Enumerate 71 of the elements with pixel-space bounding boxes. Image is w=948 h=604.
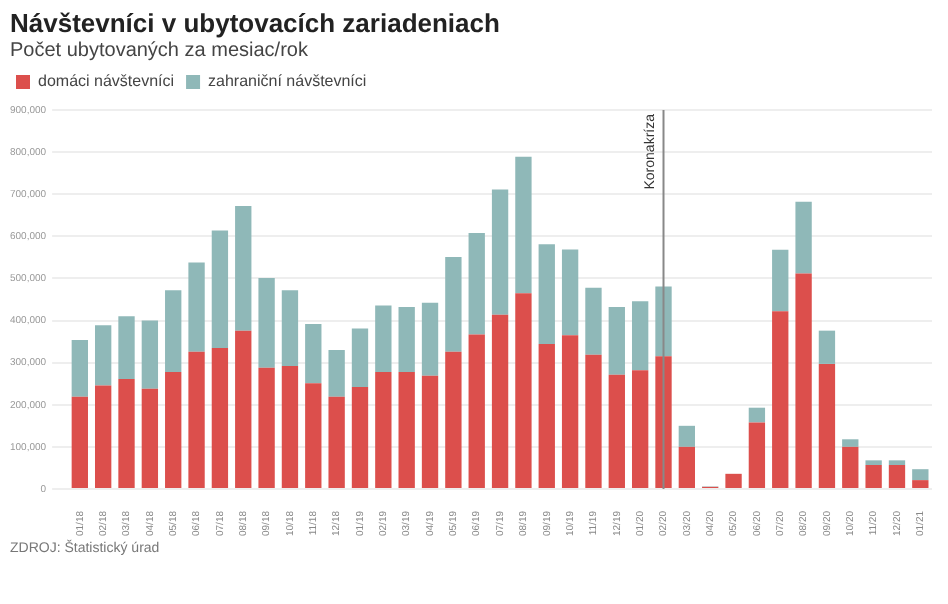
bar	[281, 290, 299, 367]
bar	[515, 293, 532, 488]
bar	[631, 301, 649, 371]
bar	[818, 363, 836, 488]
bar	[211, 347, 229, 488]
bar	[398, 371, 415, 488]
bar	[71, 339, 88, 397]
bar	[748, 422, 766, 488]
bar	[842, 446, 859, 488]
bar	[235, 330, 252, 488]
bar	[211, 230, 229, 348]
bar	[281, 366, 299, 488]
bar	[258, 367, 275, 488]
bar	[328, 396, 345, 488]
bar	[468, 232, 485, 335]
legend-label: domáci návštevníci	[38, 72, 175, 91]
bar	[772, 311, 789, 488]
bar	[305, 323, 322, 384]
bar	[165, 290, 182, 372]
bar	[515, 156, 532, 294]
bar	[631, 370, 649, 488]
bar	[608, 374, 625, 488]
bar	[842, 439, 859, 447]
bar	[585, 287, 602, 355]
legend-label: zahraniční návštevníci	[208, 72, 367, 91]
bar	[351, 387, 369, 488]
bar	[561, 335, 579, 488]
bar	[258, 278, 275, 368]
bar	[678, 446, 696, 488]
bar	[235, 206, 252, 331]
bar	[795, 273, 812, 488]
bar	[118, 316, 135, 380]
bar	[748, 407, 766, 423]
bar	[912, 469, 929, 481]
bar	[865, 464, 882, 488]
bar	[678, 425, 696, 447]
chart-title: Návštevníci v ubytovacích zariadeniach	[10, 8, 502, 38]
bar	[375, 305, 392, 372]
bar	[188, 262, 205, 352]
bar	[71, 396, 88, 488]
bar	[538, 344, 555, 488]
bar	[118, 379, 135, 488]
bar	[445, 256, 462, 352]
bar	[95, 325, 112, 386]
bar	[818, 330, 836, 364]
bar	[491, 189, 509, 315]
bar	[351, 328, 369, 388]
bar	[795, 201, 812, 274]
bar	[141, 320, 159, 389]
bar	[375, 371, 392, 488]
bar	[305, 383, 322, 488]
bar	[188, 351, 205, 488]
bar	[398, 307, 415, 372]
bar	[608, 307, 625, 375]
bar	[421, 375, 439, 488]
bar	[538, 244, 555, 345]
bar	[491, 314, 509, 488]
bar	[445, 351, 462, 488]
bar	[95, 385, 112, 488]
bar	[725, 473, 742, 488]
bar	[888, 464, 906, 488]
bar	[772, 249, 789, 312]
bar	[468, 334, 485, 488]
bar	[421, 302, 439, 376]
bar	[561, 249, 579, 336]
bar	[585, 354, 602, 488]
bar	[912, 480, 929, 488]
bar	[165, 371, 182, 488]
bar	[141, 388, 159, 488]
chart-subtitle: Počet ubytovaných za mesiac/rok	[10, 40, 310, 62]
bar	[328, 350, 345, 397]
